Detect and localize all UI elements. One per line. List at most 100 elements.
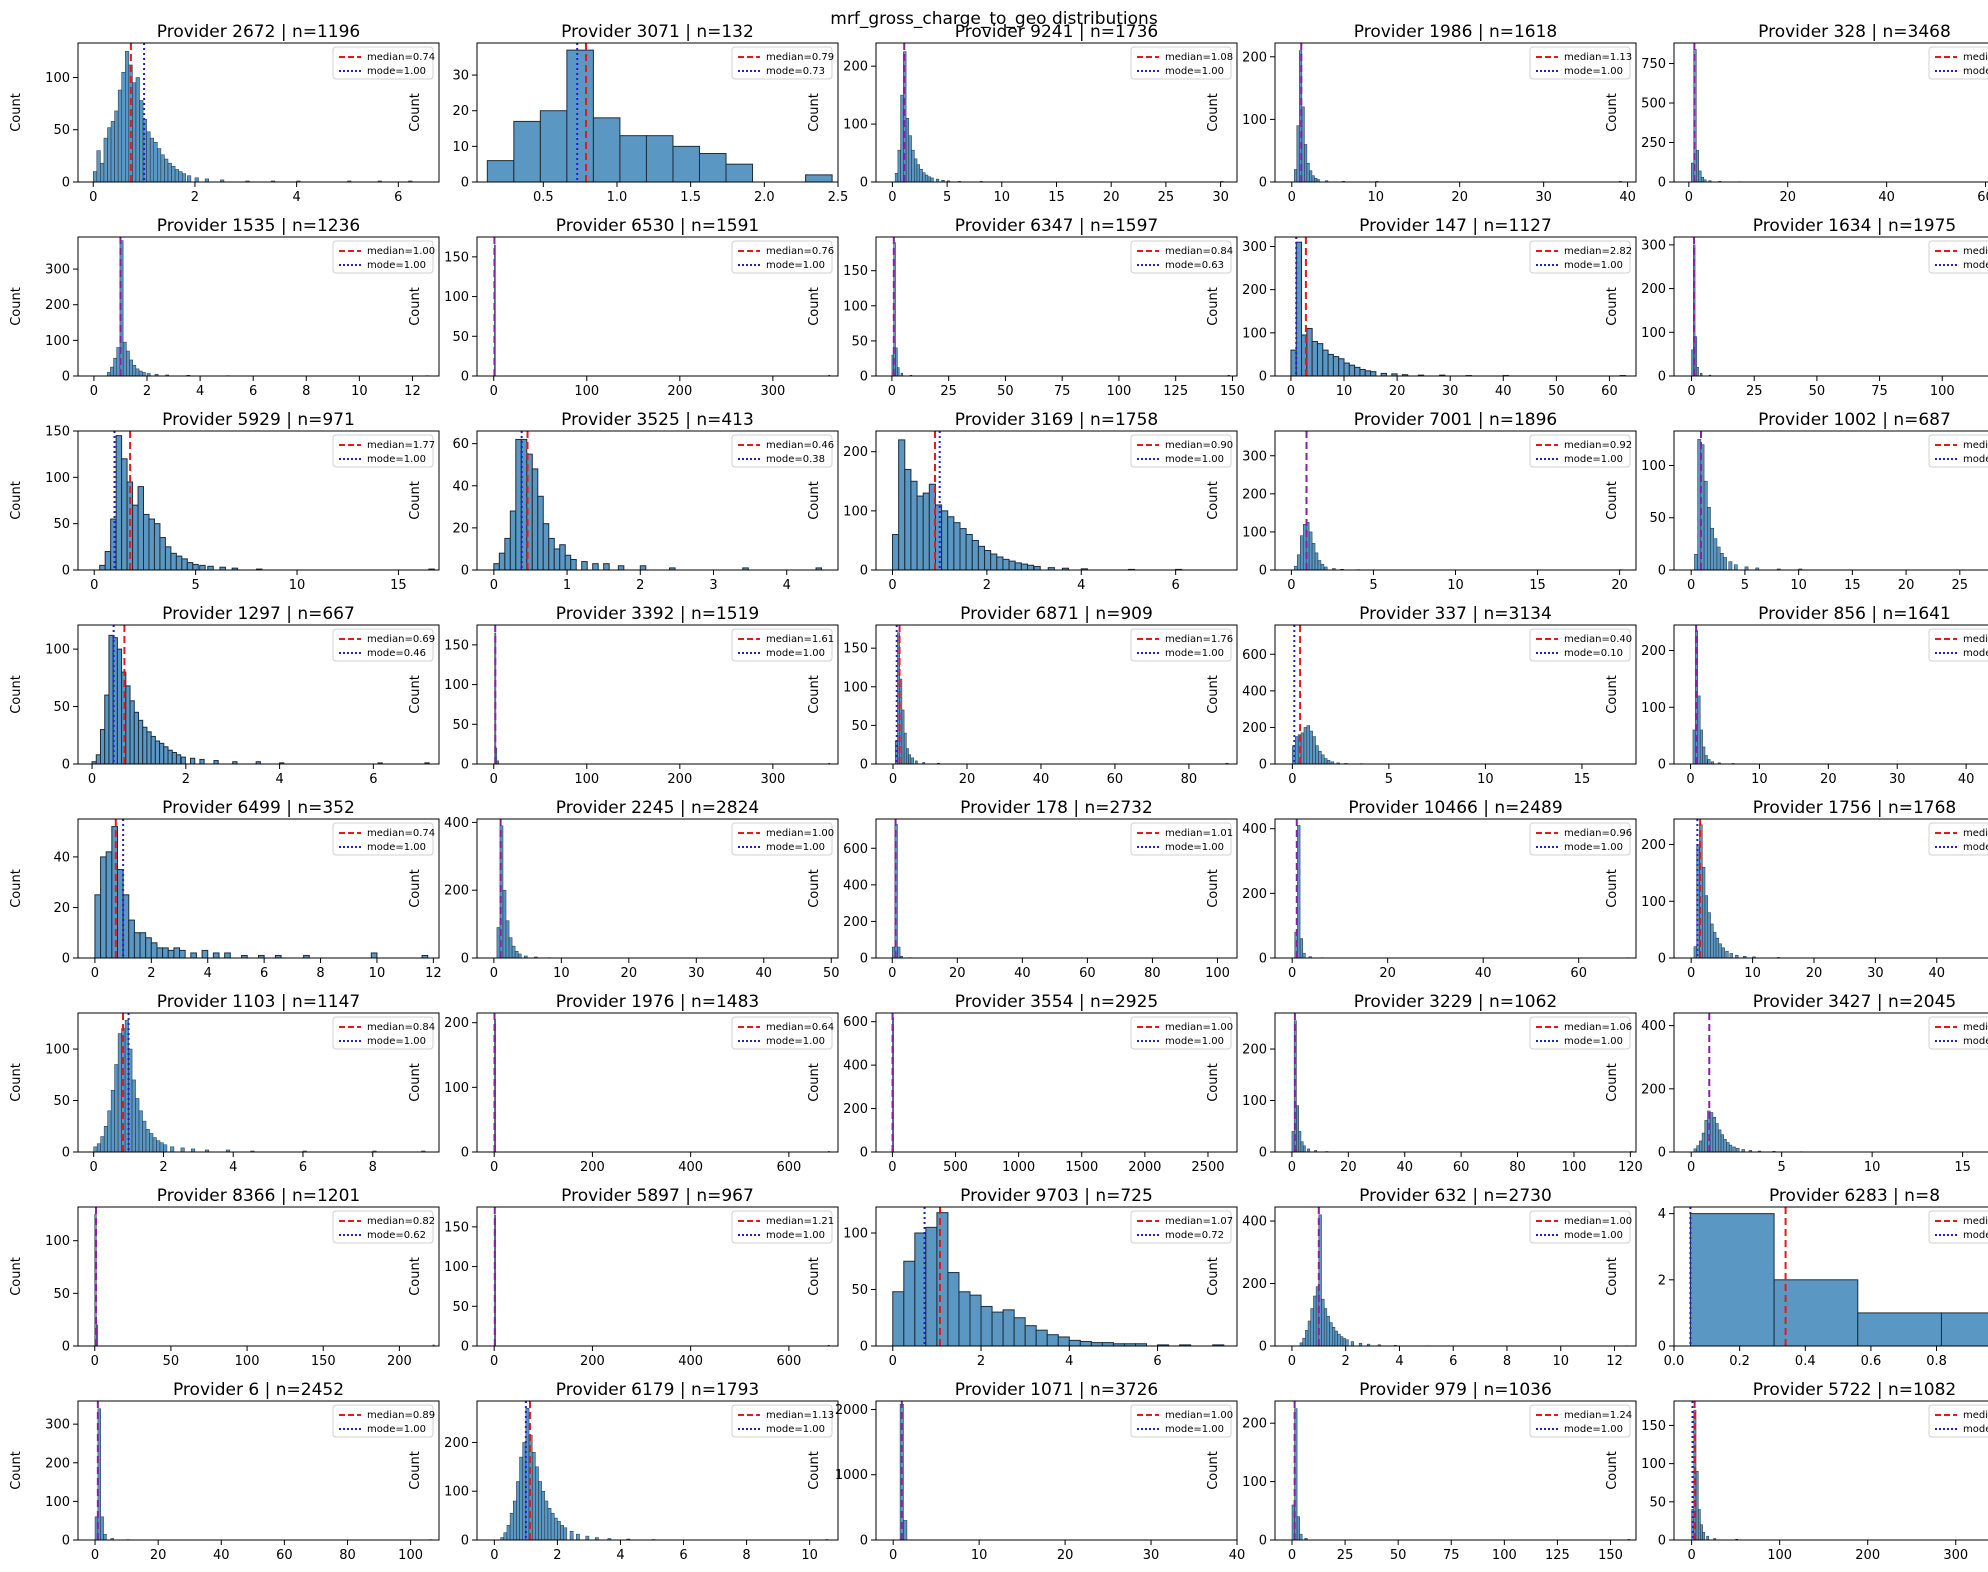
histogram-bar — [173, 947, 181, 958]
histogram-bar — [1026, 564, 1035, 570]
histogram-bar — [563, 1527, 568, 1540]
histogram-bar — [1857, 1312, 1942, 1346]
histogram-bar — [1326, 1316, 1330, 1346]
histogram-bar — [570, 558, 577, 570]
x-tick-label: 12 — [404, 384, 421, 399]
histogram-bar — [903, 51, 907, 182]
y-tick-label: 200 — [45, 1456, 70, 1471]
histogram-bar — [922, 492, 930, 570]
x-tick-label: 0.4 — [1795, 1354, 1816, 1369]
histogram-bar — [191, 1148, 196, 1152]
legend: median=1.61 mode=1.00 — [731, 628, 834, 662]
bars-group — [493, 438, 823, 570]
histogram-bar — [953, 522, 961, 570]
legend-mode-label: mode=1.00 — [367, 1036, 426, 1047]
y-tick-label: 300 — [45, 263, 70, 278]
histogram-bar — [914, 760, 918, 764]
histogram-bar — [925, 1226, 938, 1346]
histogram-bar — [1718, 1129, 1722, 1152]
y-tick-label: 20 — [452, 104, 469, 119]
histogram-bar — [1002, 1309, 1015, 1346]
histogram-bar — [516, 1481, 520, 1540]
y-tick-label: 0 — [461, 1340, 469, 1355]
x-tick-label: 8 — [316, 966, 324, 981]
legend: median=1.00 mode=1.00 — [1928, 240, 1988, 274]
histogram-bar — [146, 731, 152, 764]
panel-title: Provider 1976 | n=1483 — [556, 992, 759, 1012]
legend-median-label: median=0.89 — [367, 1410, 435, 1421]
x-tick-label: 6 — [679, 1548, 687, 1563]
histogram-bar — [553, 548, 561, 570]
histogram-bar — [1306, 162, 1310, 182]
y-tick-label: 50 — [1649, 1495, 1666, 1510]
histogram-bar — [908, 135, 912, 182]
legend: median=0.40 mode=0.10 — [1529, 628, 1632, 662]
x-tick-label: 6 — [299, 1160, 307, 1175]
x-tick-label: 0 — [1287, 578, 1295, 593]
histogram-bar — [496, 927, 501, 958]
histogram-bar — [1697, 695, 1701, 764]
x-tick-label: 2500 — [1191, 1160, 1224, 1175]
histogram-bar — [959, 528, 967, 570]
x-tick-label: 30 — [1212, 190, 1229, 205]
histogram-bar — [129, 700, 135, 764]
y-axis-label: Count — [408, 1257, 423, 1296]
histogram-bar — [525, 1408, 530, 1540]
y-tick-label: 100 — [1641, 326, 1666, 341]
x-tick-label: 6 — [1172, 578, 1180, 593]
legend: median=1.00 mode=1.00 — [731, 822, 834, 856]
y-tick-label: 2 — [1658, 1273, 1666, 1288]
y-tick-label: 100 — [444, 1081, 469, 1096]
histogram-bar — [1728, 1144, 1733, 1152]
histogram-bar — [1704, 1120, 1708, 1152]
histogram-bar — [550, 1512, 555, 1540]
x-tick-label: 6 — [1449, 1354, 1457, 1369]
y-tick-label: 50 — [452, 330, 469, 345]
legend-median-label: median=0.74 — [367, 828, 435, 839]
legend-median-label: median=0.82 — [367, 1216, 435, 1227]
bars-group — [93, 51, 413, 182]
y-tick-label: 200 — [45, 298, 70, 313]
legend-median-label: median=1.06 — [1564, 1022, 1632, 1033]
x-tick-label: 0 — [1287, 384, 1295, 399]
legend: median=0.84 mode=1.00 — [332, 1016, 435, 1050]
panel-title: Provider 3525 | n=413 — [561, 410, 754, 430]
x-tick-label: 12 — [425, 966, 442, 981]
x-tick-label: 20 — [959, 772, 976, 787]
x-tick-label: 10 — [369, 966, 386, 981]
x-tick-label: 4 — [1065, 1354, 1073, 1369]
histogram-panel: Provider 9241 | n=1736 Count 0 5 10 15 20 25 30 0… — [807, 22, 1238, 205]
legend-box — [1529, 628, 1631, 662]
histogram-bar — [1309, 170, 1313, 182]
x-tick-label: 0 — [91, 966, 99, 981]
axes-frame — [77, 1206, 440, 1347]
y-tick-label: 0 — [62, 176, 70, 191]
y-tick-label: 200 — [1641, 838, 1666, 853]
histogram-bar — [1303, 727, 1308, 764]
histogram-bar — [1134, 1343, 1148, 1346]
histogram-bar — [585, 1535, 590, 1540]
axes-frame — [476, 430, 839, 571]
x-tick-label: 1.5 — [680, 190, 701, 205]
legend-box — [731, 1210, 833, 1244]
x-tick-label: 50 — [1809, 384, 1826, 399]
bars-group — [1299, 1214, 1629, 1346]
histogram-bar — [1691, 1509, 1695, 1540]
x-tick-label: 10 — [553, 966, 570, 981]
histogram-bar — [1693, 244, 1696, 376]
panel-title: Provider 8366 | n=1201 — [157, 1186, 360, 1206]
legend-box — [1130, 46, 1232, 80]
histogram-bar — [544, 1500, 549, 1540]
legend: median=0.69 mode=0.46 — [332, 628, 435, 662]
histogram-bar — [1695, 1471, 1699, 1540]
x-tick-label: 4 — [783, 578, 791, 593]
y-tick-label: 0 — [860, 952, 868, 967]
legend: median=0.91 mode=0.79 — [1928, 434, 1988, 468]
x-tick-label: 60 — [1079, 966, 1096, 981]
histogram-panel: Provider 3392 | n=1519 Count 0 100 200 300 0 50… — [408, 604, 839, 787]
legend-median-label: median=1.00 — [1963, 1022, 1988, 1033]
histogram-bar — [149, 1133, 154, 1152]
legend: median=1.12 mode=1.00 — [1928, 46, 1988, 80]
axes-frame — [1673, 1012, 1988, 1153]
legend-mode-label: mode=1.00 — [1564, 1230, 1623, 1241]
